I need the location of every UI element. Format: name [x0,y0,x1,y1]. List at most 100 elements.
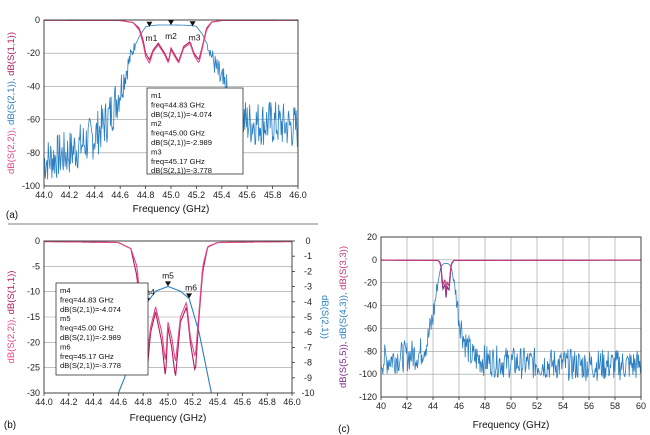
y-tick-label: -25 [27,363,40,373]
x-tick-label: 46 [454,401,464,411]
y-tick-label: -120 [359,392,377,402]
marker-info-line: dB(S(2,1))=-2.989 [151,138,212,147]
y-axis-label: dB(S(2,2)), dB(S(2,1)), dB(S(1,1)) [6,32,17,174]
marker-info-line: m1 [151,91,162,100]
marker-label: m6 [185,282,197,292]
marker-triangle [146,21,153,27]
y-tick-label: 0 [372,255,377,265]
x-tick-label: 54 [558,401,568,411]
x-tick-label: 45.4 [209,397,227,407]
y-tick-label: 20 [367,232,377,242]
marker-label: m1 [146,33,158,43]
y-tick-label: -20 [27,48,40,58]
marker-label: m4 [143,287,155,297]
plot-frame [380,236,642,398]
x-tick-label: 45.0 [162,190,180,200]
y-axis-label-part: dB(S(2,2)), [6,314,17,363]
marker-triangle [189,21,196,27]
x-tick-label: 60 [636,401,646,411]
marker-info-line: freq=45.00 GHz [151,129,205,138]
plot-frame [43,240,293,394]
x-axis-label: Frequency (GHz) [473,420,550,431]
y2-tick-label: 0 [305,236,310,246]
y2-tick-label: -7 [304,342,312,352]
y-axis-label-part: dB(S(3,3)) [338,246,349,290]
marker-info-line: dB(S(2,1))=-3.778 [60,361,121,370]
x-tick-label: 44.0 [35,397,53,407]
y-axis-label-part: dB(S(4,3)), [338,290,349,339]
x-tick-label: 40 [376,401,386,411]
x-tick-label: 50 [506,401,516,411]
x-tick-label: 48 [480,401,490,411]
x-tick-label: 45.8 [258,397,276,407]
y2-tick-label: -5 [304,312,312,322]
y-tick-label: -30 [27,388,40,398]
series-line-s22 [44,241,292,361]
y-tick-label: -20 [364,278,377,288]
marker-info-line: freq=45.17 GHz [60,352,114,361]
y2-tick-label: -4 [304,297,312,307]
y-axis-label-part: dB(S(2,1)), [6,76,17,125]
marker-info-line: freq=45.17 GHz [151,157,205,166]
x-tick-label: 42 [402,401,412,411]
y-tick-label: -5 [32,261,40,271]
x-tick-label: 44 [428,401,438,411]
x-tick-label: 44.2 [60,397,78,407]
x-axis-label: Frequency (GHz) [130,413,207,424]
y2-tick-label: -10 [301,388,314,398]
x-tick-label: 45.8 [264,190,282,200]
y-axis-label: dB(S(5,5)), dB(S(4,3)), dB(S(3,3)) [338,246,349,388]
x-tick-label: 52 [532,401,542,411]
y-tick-label: -40 [27,81,40,91]
panel-label: (b) [4,420,16,431]
y-tick-label: 0 [35,15,40,25]
x-tick-label: 44.6 [111,190,129,200]
marker-info-box [55,282,149,376]
marker-info-line: dB(S(2,1))=-4.074 [60,305,121,314]
panel-label: (c) [338,424,350,435]
y-axis-label-part: dB(S(1,1)) [6,271,17,315]
x-tick-label: 44.2 [61,190,79,200]
marker-info-line: freq=44.83 GHz [60,295,114,304]
x-axis-label: Frequency (GHz) [133,204,210,215]
y2-tick-label: -6 [304,327,312,337]
x-tick-label: 44.6 [110,397,128,407]
marker-info-line: m2 [151,119,162,128]
series-line-s33 [381,259,641,294]
y-tick-label: -80 [364,346,377,356]
marker-triangle [186,293,193,299]
y-tick-label: -15 [27,312,40,322]
y-axis-label-part: dB(S(5,5)), [338,339,349,388]
y-tick-label: -10 [27,287,40,297]
marker-label: m3 [189,32,201,42]
y-tick-label: -80 [27,148,40,158]
x-tick-label: 45.4 [213,190,231,200]
y-tick-label: -100 [22,181,40,191]
x-tick-label: 45.2 [188,190,206,200]
marker-info-line: freq=44.83 GHz [151,100,205,109]
x-tick-label: 46.0 [283,397,301,407]
x-tick-label: 44.4 [86,190,104,200]
x-tick-label: 45.2 [184,397,202,407]
marker-info-line: freq=45.00 GHz [60,324,114,333]
y-axis-label-part: dB(S(1,1)) [6,32,17,76]
y-axis-label: dB(S(2,2)), dB(S(1,1)) [6,271,17,364]
y2-tick-label: -3 [304,282,312,292]
marker-triangle [165,281,171,287]
y-tick-label: -20 [27,337,40,347]
marker-info-line: dB(S(2,1))=-3.778 [151,166,212,175]
x-tick-label: 44.8 [137,190,155,200]
marker-label: m2 [165,31,177,41]
y-axis-label-part: dB(S(2,2)), [6,125,17,174]
x-tick-label: 44.0 [35,190,53,200]
x-tick-label: 45.0 [159,397,177,407]
marker-triangle [168,19,174,25]
y2-tick-label: -9 [304,373,312,383]
series-line-s21 [381,262,641,381]
marker-info-box [146,87,244,175]
x-tick-label: 46.0 [289,190,307,200]
y2-tick-label: -2 [304,266,312,276]
